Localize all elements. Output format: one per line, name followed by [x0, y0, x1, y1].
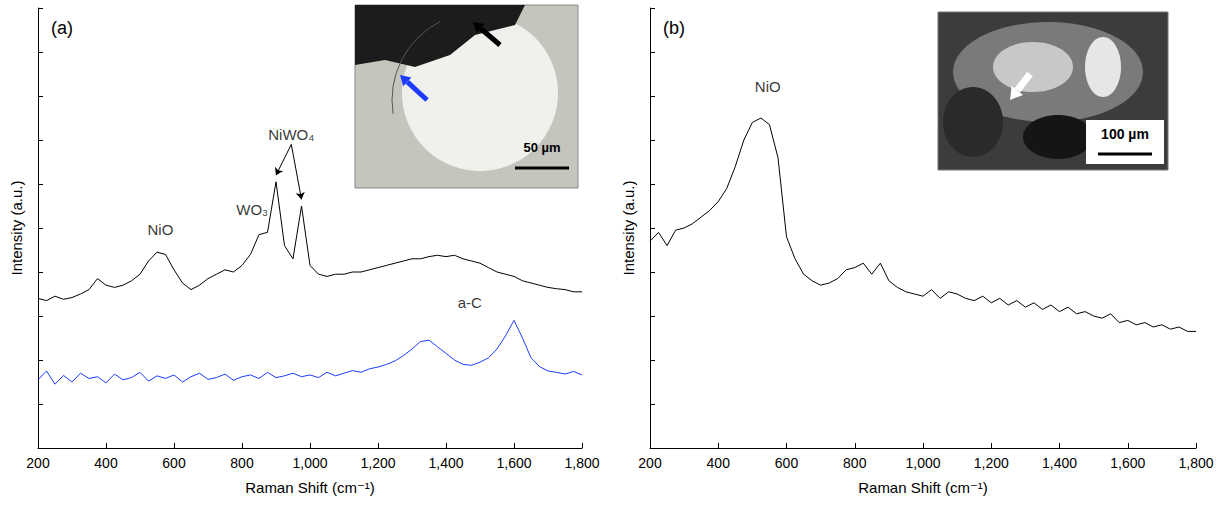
svg-text:1,400: 1,400: [428, 455, 463, 471]
svg-text:1,400: 1,400: [1042, 455, 1077, 471]
svg-text:Intensity (a.u.): Intensity (a.u.): [620, 180, 637, 275]
svg-text:Raman Shift (cm⁻¹): Raman Shift (cm⁻¹): [858, 479, 988, 496]
svg-text:400: 400: [94, 455, 118, 471]
svg-text:1,200: 1,200: [360, 455, 395, 471]
svg-text:1,600: 1,600: [496, 455, 531, 471]
svg-text:1,800: 1,800: [1178, 455, 1213, 471]
svg-text:400: 400: [707, 455, 731, 471]
svg-text:a-C: a-C: [458, 294, 482, 311]
svg-text:1,200: 1,200: [974, 455, 1009, 471]
svg-text:Intensity (a.u.): Intensity (a.u.): [8, 180, 25, 275]
svg-text:600: 600: [162, 455, 186, 471]
svg-text:600: 600: [775, 455, 799, 471]
svg-text:100 µm: 100 µm: [1101, 126, 1149, 142]
svg-text:NiWO₄: NiWO₄: [268, 126, 314, 143]
svg-text:200: 200: [638, 455, 662, 471]
svg-text:(a): (a): [51, 18, 73, 38]
svg-text:1,000: 1,000: [292, 455, 327, 471]
svg-text:800: 800: [230, 455, 254, 471]
svg-text:NiO: NiO: [147, 221, 173, 238]
svg-text:WO₃: WO₃: [236, 201, 268, 218]
svg-text:(b): (b): [663, 18, 685, 38]
svg-text:Raman Shift (cm⁻¹): Raman Shift (cm⁻¹): [245, 479, 375, 496]
svg-text:1,000: 1,000: [905, 455, 940, 471]
svg-text:NiO: NiO: [755, 78, 781, 95]
svg-text:200: 200: [26, 455, 50, 471]
svg-text:800: 800: [843, 455, 867, 471]
svg-text:50 µm: 50 µm: [523, 140, 560, 155]
svg-text:1,600: 1,600: [1110, 455, 1145, 471]
svg-text:1,800: 1,800: [564, 455, 599, 471]
